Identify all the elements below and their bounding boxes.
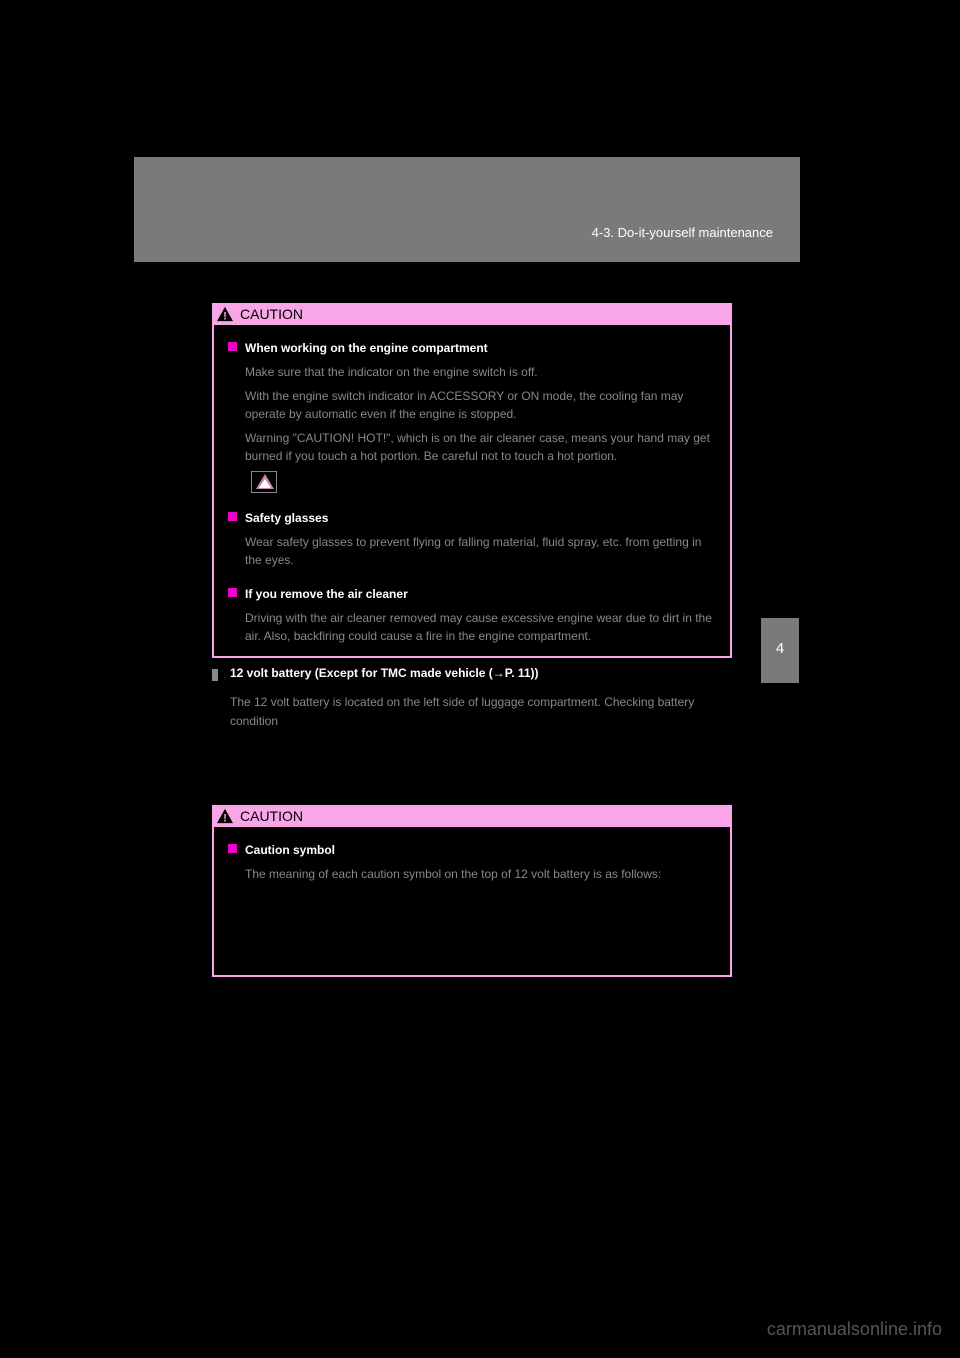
caution1-hot-text: Warning "CAUTION! HOT!", which is on the… <box>245 431 710 463</box>
chapter-number: 4 <box>776 640 784 657</box>
warning-symbol-row <box>245 471 716 493</box>
caution1-item1-heading: Safety glasses <box>245 509 716 527</box>
caution1-item0-heading: When working on the engine compartment <box>245 339 716 357</box>
caution1-item0-line0: Make sure that the indicator on the engi… <box>245 363 716 381</box>
caution1-item2-heading: If you remove the air cleaner <box>245 585 716 603</box>
section5-heading: 12 volt battery (Except for TMC made veh… <box>230 666 539 681</box>
bullet-icon <box>228 588 237 597</box>
battery-section: 12 volt battery (Except for TMC made veh… <box>212 666 732 731</box>
caution1-item0-line1: With the engine switch indicator in ACCE… <box>245 387 716 423</box>
bullet-icon <box>228 342 237 351</box>
caution-header-1: ! CAUTION <box>212 303 732 325</box>
caution2-item0-heading: Caution symbol <box>245 841 716 859</box>
caution-title-2: CAUTION <box>240 808 303 824</box>
caution-title-1: CAUTION <box>240 306 303 322</box>
section-bullet-icon <box>212 669 218 681</box>
svg-text:!: ! <box>223 812 227 824</box>
section5-body: The 12 volt battery is located on the le… <box>230 693 732 731</box>
caution-content-1: When working on the engine compartment M… <box>212 325 732 671</box>
caution-header-2: ! CAUTION <box>212 805 732 827</box>
caution2-item0-line0: The meaning of each caution symbol on th… <box>245 865 716 883</box>
caution-box-1: ! CAUTION When working on the engine com… <box>212 303 732 658</box>
watermark: carmanualsonline.info <box>767 1319 942 1340</box>
header-band <box>134 157 800 262</box>
bullet-icon <box>228 512 237 521</box>
section-title: 4-3. Do-it-yourself maintenance <box>592 225 773 240</box>
chapter-tab: 4 <box>761 618 799 683</box>
caution1-item0-line2: Warning "CAUTION! HOT!", which is on the… <box>245 429 716 465</box>
bullet-icon <box>228 844 237 853</box>
caution-content-2: Caution symbol The meaning of each cauti… <box>212 827 732 909</box>
warning-triangle-icon: ! <box>216 808 234 824</box>
caution1-item1-line0: Wear safety glasses to prevent flying or… <box>245 533 716 569</box>
caution-box-2: ! CAUTION Caution symbol The meaning of … <box>212 805 732 977</box>
caution1-item2-line0: Driving with the air cleaner removed may… <box>245 609 716 645</box>
hot-warning-icon <box>251 471 277 493</box>
svg-text:!: ! <box>223 310 227 322</box>
warning-triangle-icon: ! <box>216 306 234 322</box>
